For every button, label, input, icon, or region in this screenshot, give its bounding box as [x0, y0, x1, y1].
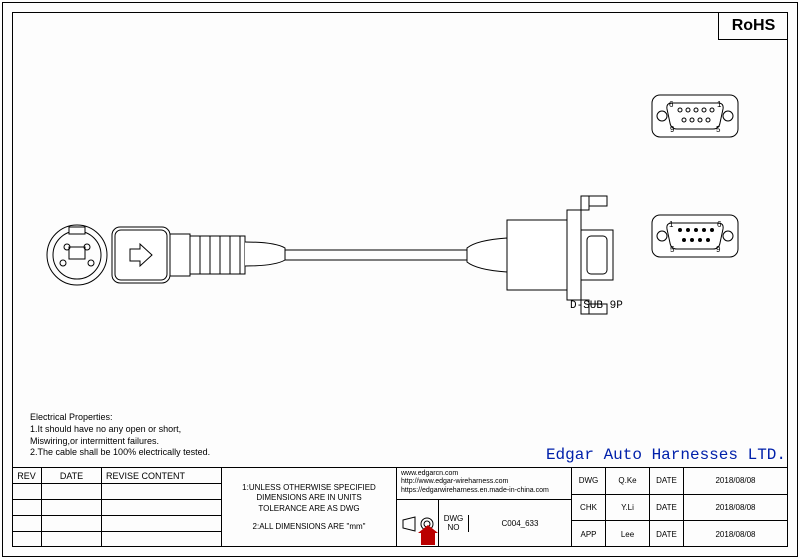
app-date: 2018/08/08 [684, 495, 787, 521]
app-name: Y.Li [606, 495, 650, 521]
app-role: DWG [572, 468, 606, 494]
cable-drawing: 6 1 9 5 1 6 5 9 [12, 40, 788, 420]
dwg-no: DWG NO C004_633 [439, 515, 571, 533]
notes-line: Miswiring,or intermittent failures. [30, 436, 210, 448]
notes-line: 2.The cable shall be 100% electrically t… [30, 447, 210, 459]
notes-line: 1.It should have no any open or short, [30, 424, 210, 436]
url: http://www.edgar-wireharness.com [401, 478, 567, 486]
tolerance-block: 1:UNLESS OTHERWISE SPECIFIED DIMENSIONS … [222, 468, 397, 547]
dwg-no-value: C004_633 [469, 515, 571, 533]
mini-din-face [47, 225, 107, 285]
tol-line: DIMENSIONS ARE IN UNITS [256, 493, 361, 503]
tol-line: 1:UNLESS OTHERWISE SPECIFIED [242, 483, 376, 493]
pin-label: 1 [717, 100, 722, 109]
app-date: 2018/08/08 [684, 468, 787, 494]
rev-hdr-content: REVISE CONTENT [102, 468, 221, 483]
rohs-badge: RoHS [718, 12, 788, 40]
mini-din-body [112, 227, 170, 283]
strain-relief [170, 234, 285, 276]
engineering-drawing-page: RoHS [0, 0, 800, 559]
app-date-lbl: DATE [650, 521, 684, 547]
dsub-face-2: 1 6 5 9 [652, 215, 738, 257]
title-block: REV DATE REVISE CONTENT 1:UNLESS OTHERWI… [12, 467, 788, 547]
company-name: Edgar Auto Harnesses LTD. [546, 446, 786, 464]
rev-hdr-date: DATE [42, 468, 102, 483]
url: https://edgarwireharness.en.made-in-chin… [401, 487, 567, 495]
revision-block: REV DATE REVISE CONTENT [12, 468, 222, 547]
approval-block: DWG Q.Ke DATE 2018/08/08 CHK Y.Li DATE 2… [572, 468, 787, 547]
app-date-lbl: DATE [650, 468, 684, 494]
pin-label: 5 [670, 245, 675, 254]
pin-label: 9 [670, 125, 675, 134]
dsub-face-1: 6 1 9 5 [652, 95, 738, 137]
app-name: Q.Ke [606, 468, 650, 494]
app-role: CHK [572, 495, 606, 521]
url: www.edgarcn.com [401, 470, 567, 478]
app-role: APP [572, 521, 606, 547]
tol-line: TOLERANCE ARE AS DWG [258, 504, 359, 514]
logo-icon [418, 525, 438, 545]
tol-line: 2:ALL DIMENSIONS ARE "mm" [253, 522, 366, 532]
connector-label: D-SUB 9P [570, 300, 623, 312]
url-block: www.edgarcn.com http://www.edgar-wirehar… [397, 468, 571, 500]
app-name: Lee [606, 521, 650, 547]
pin-label: 6 [669, 100, 674, 109]
dsub-side [467, 196, 613, 314]
rev-hdr-rev: REV [12, 468, 42, 483]
electrical-notes: Electrical Properties: 1.It should have … [30, 412, 210, 459]
pin-label: 5 [716, 125, 721, 134]
pin-label: 9 [716, 245, 721, 254]
app-date-lbl: DATE [650, 495, 684, 521]
pin-label: 1 [669, 220, 674, 229]
app-date: 2018/08/08 [684, 521, 787, 547]
pin-label: 6 [717, 220, 722, 229]
notes-header: Electrical Properties: [30, 412, 210, 424]
dwg-no-label: NO [448, 524, 460, 533]
